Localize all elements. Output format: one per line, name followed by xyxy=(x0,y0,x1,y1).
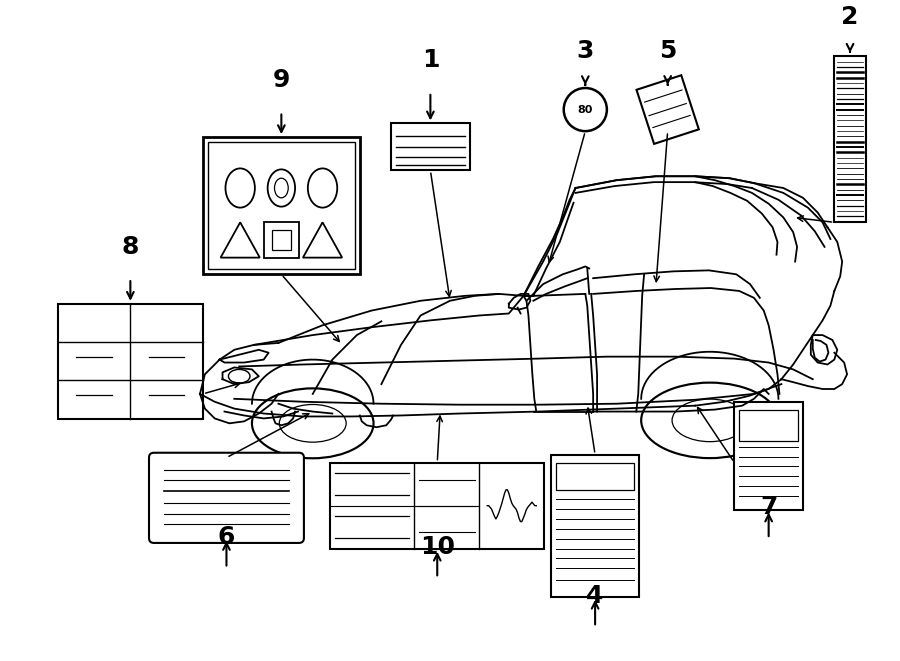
Bar xyxy=(551,455,639,597)
Bar xyxy=(202,137,360,274)
Bar xyxy=(739,410,798,441)
Text: 10: 10 xyxy=(419,535,454,559)
Text: 7: 7 xyxy=(760,495,778,520)
Bar xyxy=(264,222,299,258)
Text: 8: 8 xyxy=(122,235,140,258)
Bar xyxy=(834,56,866,222)
Text: 2: 2 xyxy=(842,5,859,29)
Text: 5: 5 xyxy=(659,38,676,63)
Bar xyxy=(208,142,355,270)
Bar xyxy=(58,303,202,419)
Bar xyxy=(556,463,634,490)
FancyBboxPatch shape xyxy=(149,453,304,543)
Text: 9: 9 xyxy=(273,68,290,92)
Bar xyxy=(330,463,544,549)
Text: 80: 80 xyxy=(578,104,593,114)
Bar xyxy=(272,230,292,250)
Text: 1: 1 xyxy=(421,48,439,72)
Bar xyxy=(734,402,803,510)
Text: 4: 4 xyxy=(587,584,604,607)
Polygon shape xyxy=(636,75,698,144)
Text: 6: 6 xyxy=(218,525,235,549)
Text: 3: 3 xyxy=(577,38,594,63)
Bar xyxy=(392,124,470,171)
